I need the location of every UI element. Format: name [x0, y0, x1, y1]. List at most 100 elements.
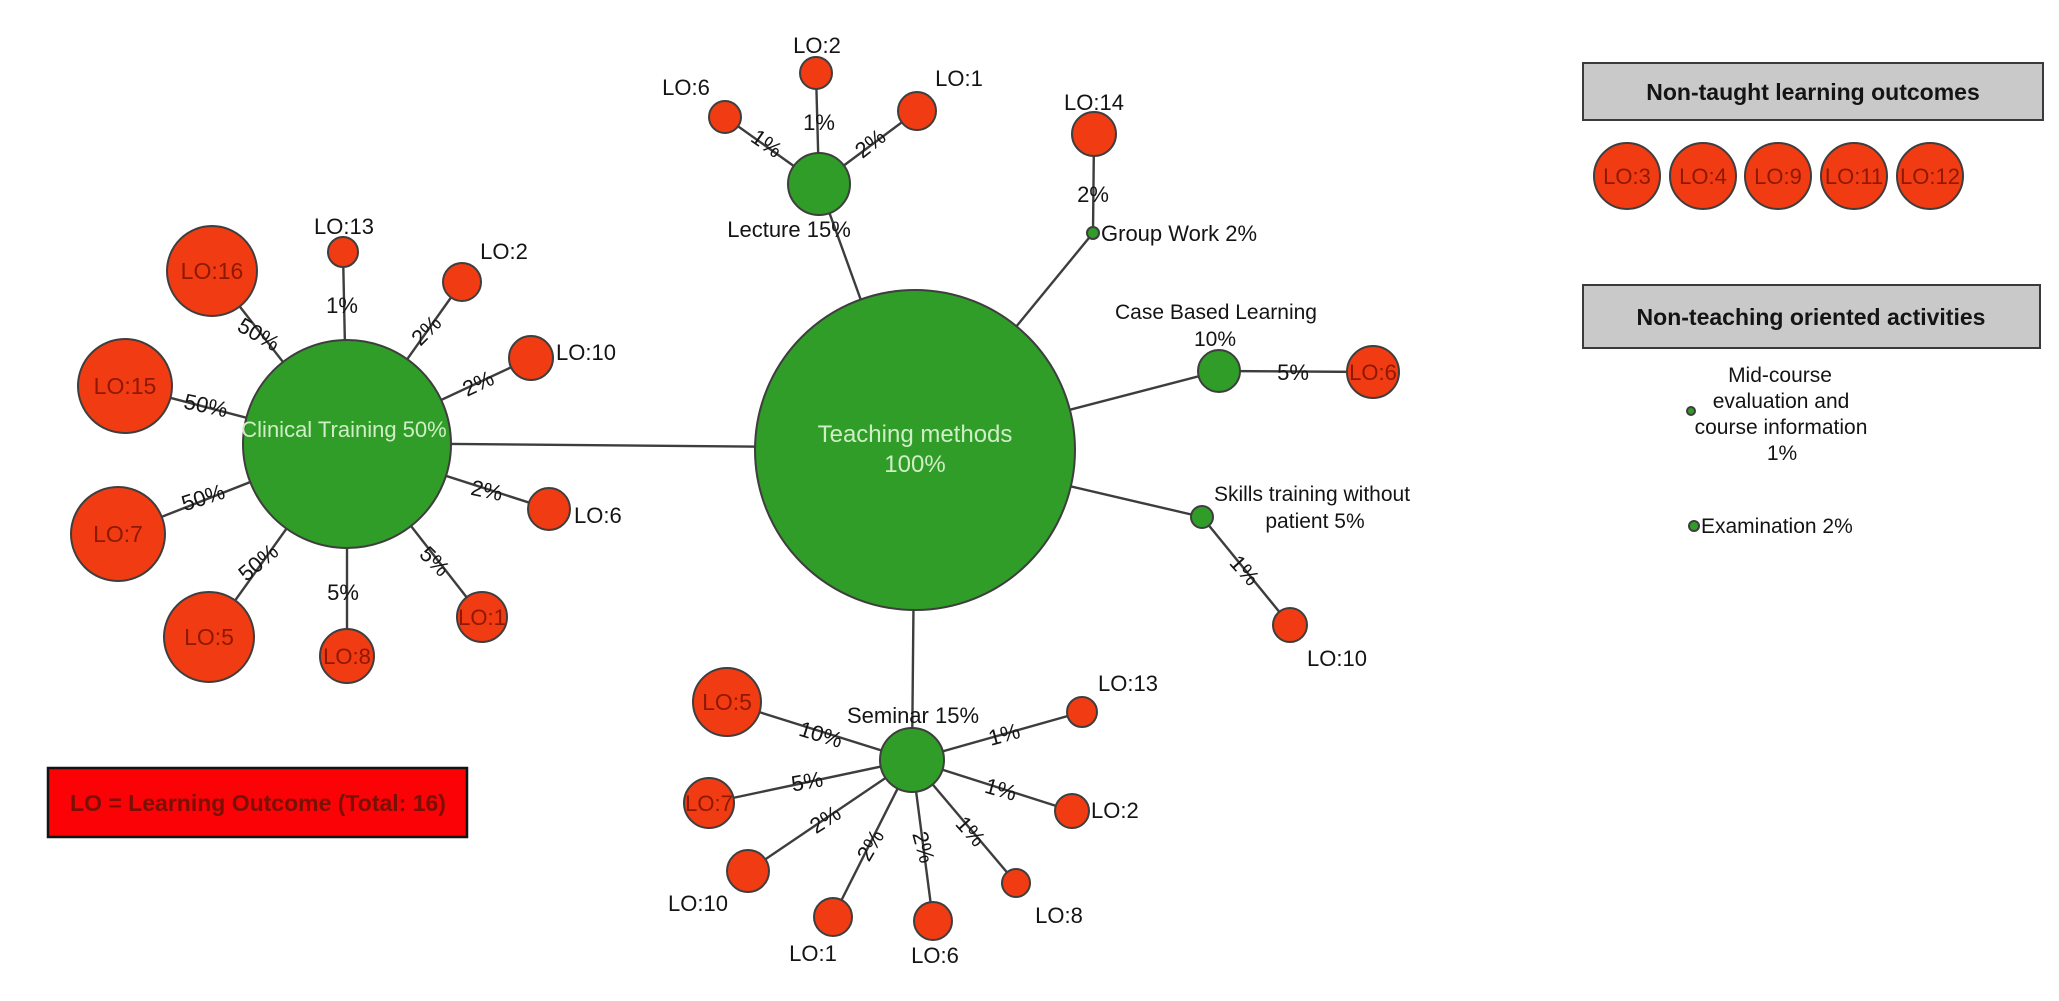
seminar-lo13-pct: 1% [986, 718, 1023, 750]
lecture-lo2-pct: 1% [803, 110, 835, 135]
node-nontaught-lo12 [1896, 142, 1964, 210]
node-clinical-lo13 [327, 236, 359, 268]
node-seminar [879, 727, 945, 793]
seminar-lo5-label: LO:5 [702, 689, 752, 715]
clinical-lo16-label: LO:16 [181, 258, 244, 284]
clinical-lo6-pct: 2% [469, 475, 505, 506]
skills-lo10-pct: 1% [1225, 550, 1265, 590]
mid-course-line3: course information [1695, 416, 1868, 439]
legend: LO = Learning Outcome (Total: 16) [46, 766, 469, 839]
mid-course-bullet-dot [1686, 406, 1696, 416]
seminar-lo2-pct: 1% [982, 773, 1019, 806]
seminar-lo13-label: LO:13 [1098, 671, 1158, 696]
mid-course-line1: Mid-course [1728, 364, 1832, 387]
node-clinical-lo15 [77, 338, 173, 434]
case-based-label-line1: Case Based Learning [1115, 301, 1317, 324]
clinical-lo8-pct: 5% [327, 580, 359, 605]
node-clinical-lo10 [508, 335, 554, 381]
node-seminar-lo8 [1001, 868, 1031, 898]
clinical-lo2-pct: 2% [406, 310, 446, 350]
node-seminar-lo1 [813, 897, 853, 937]
node-clinical-lo8 [319, 628, 375, 684]
edge-skills-lo10 [1201, 516, 1291, 626]
clinical-lo15-pct: 50% [182, 389, 230, 423]
lecture-lo1-label: LO:1 [935, 66, 983, 91]
seminar-lo8-label: LO:8 [1035, 903, 1083, 928]
seminar-label: Seminar 15% [847, 703, 979, 728]
clinical-lo15-label: LO:15 [94, 373, 157, 399]
legend-box [46, 766, 469, 839]
clinical-lo7-pct: 50% [178, 479, 228, 516]
node-group-lo14 [1071, 111, 1117, 157]
clinical-lo2-label: LO:2 [480, 239, 528, 264]
node-case-based-learning [1197, 349, 1241, 393]
node-case-lo6 [1346, 345, 1400, 399]
nodes [70, 56, 1400, 941]
group-lo14-pct: 2% [1077, 182, 1109, 207]
non-teaching-header-box [1582, 284, 2041, 349]
node-lecture-lo1 [897, 91, 937, 131]
node-seminar-lo7 [683, 777, 735, 829]
non-teaching-header: Non-teaching oriented activities [1637, 304, 1986, 330]
lecture-label: Lecture 15% [727, 217, 851, 242]
node-seminar-lo6 [913, 901, 953, 941]
group-work-label: Group Work 2% [1101, 221, 1257, 246]
node-nontaught-lo9 [1744, 142, 1812, 210]
node-nontaught-lo3 [1593, 142, 1661, 210]
mid-course-line2: evaluation and [1713, 390, 1850, 413]
node-clinical-lo2 [442, 262, 482, 302]
clinical-lo1-label: LO:1 [458, 605, 506, 630]
seminar-lo1-label: LO:1 [789, 941, 837, 966]
lecture-lo6-label: LO:6 [662, 75, 710, 100]
seminar-lo6-pct: 2% [907, 829, 939, 866]
clinical-lo6-label: LO:6 [574, 503, 622, 528]
node-clinical-lo7 [70, 486, 166, 582]
node-lecture-lo6 [708, 100, 742, 134]
node-nontaught-lo11 [1820, 142, 1888, 210]
clinical-lo5-pct: 50% [233, 539, 283, 586]
seminar-lo6-label: LO:6 [911, 943, 959, 968]
node-nontaught-lo4 [1669, 142, 1737, 210]
edge-seminar-lo10 [747, 759, 913, 872]
examination-label: Examination 2% [1701, 515, 1853, 538]
skills-label-line2: patient 5% [1265, 510, 1364, 533]
nontaught-lo3-label: LO:3 [1603, 164, 1651, 189]
node-seminar-lo5 [692, 667, 762, 737]
node-skills-training [1190, 505, 1214, 529]
labels: Teaching methods 100% Clinical Training … [93, 33, 1410, 968]
nontaught-lo12-label: LO:12 [1900, 164, 1960, 189]
node-lecture [787, 152, 851, 216]
center-label-line1: Teaching methods [818, 421, 1013, 448]
node-clinical-lo5 [163, 591, 255, 683]
center-label-line2: 100% [884, 451, 945, 478]
node-clinical-lo6 [527, 487, 571, 531]
lecture-lo2-label: LO:2 [793, 33, 841, 58]
non-taught-header-box [1582, 62, 2044, 121]
case-lo6-pct: 5% [1277, 360, 1309, 385]
seminar-lo7-label: LO:7 [685, 791, 733, 816]
node-clinical-lo16 [166, 225, 258, 317]
node-lecture-lo2 [799, 56, 833, 90]
skills-label-line1: Skills training without [1214, 483, 1410, 506]
clinical-lo8-label: LO:8 [323, 644, 371, 669]
clinical-label: Clinical Training 50% [241, 417, 446, 442]
node-clinical-training [242, 339, 452, 549]
seminar-lo5-pct: 10% [796, 716, 845, 753]
node-teaching-methods [754, 289, 1076, 611]
node-clinical-lo1 [456, 591, 508, 643]
node-seminar-lo2 [1054, 793, 1090, 829]
seminar-lo10-label: LO:10 [668, 891, 728, 916]
case-lo6-label: LO:6 [1349, 360, 1397, 385]
clinical-lo10-label: LO:10 [556, 340, 616, 365]
nontaught-lo11-label: LO:11 [1825, 164, 1883, 189]
skills-lo10-label: LO:10 [1307, 646, 1367, 671]
nontaught-lo4-label: LO:4 [1679, 164, 1727, 189]
case-based-label-line2: 10% [1194, 328, 1236, 351]
clinical-lo13-pct: 1% [326, 293, 358, 318]
panel-non-taught: Non-taught learning outcomes LO:3 LO:4 L… [1582, 62, 2044, 210]
node-seminar-lo13 [1066, 696, 1098, 728]
group-lo14-label: LO:14 [1064, 90, 1124, 115]
panel-non-teaching: Non-teaching oriented activities Mid-cou… [1582, 284, 2041, 538]
